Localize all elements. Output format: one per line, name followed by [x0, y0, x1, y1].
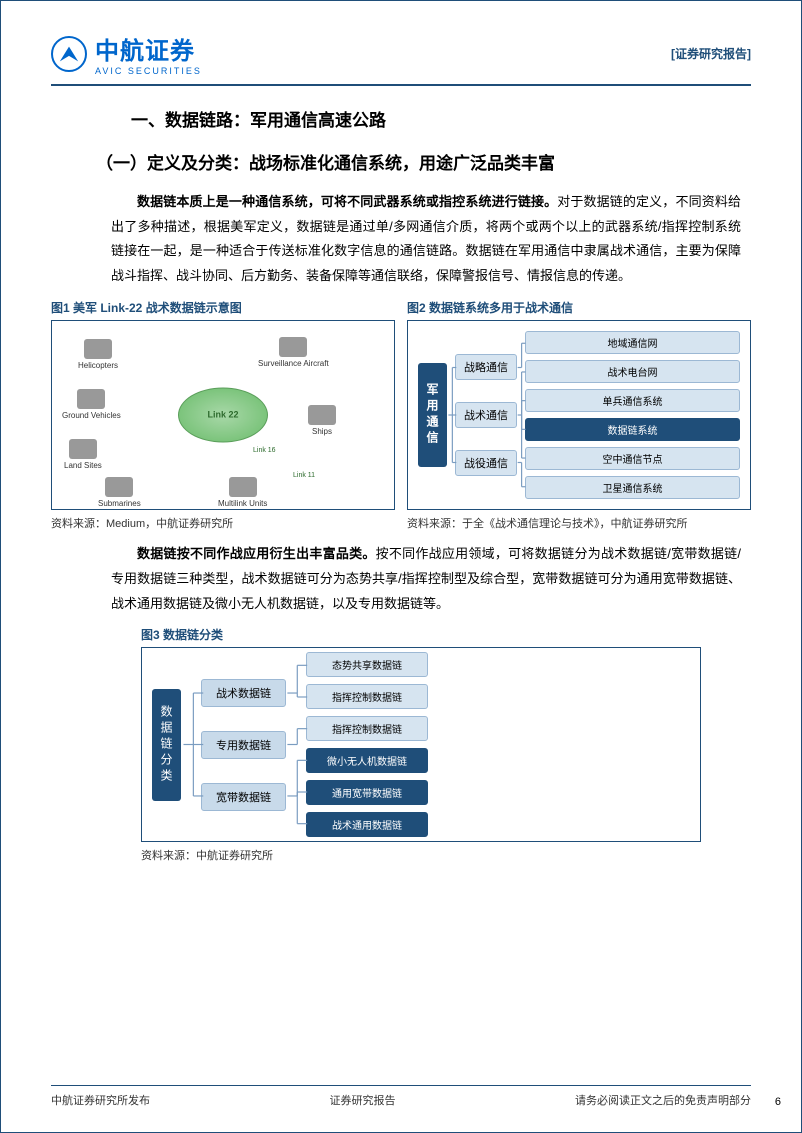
logo-block: 中航证券 AVIC SECURITIES	[51, 31, 202, 76]
fig3-leaf-node: 指挥控制数据链	[306, 716, 428, 741]
fig2-leaf-node: 卫星通信系统	[525, 476, 740, 499]
footer-mid: 证券研究报告	[330, 1092, 396, 1108]
footer-left: 中航证券研究所发布	[51, 1092, 150, 1108]
fig2-leaf-node: 数据链系统	[525, 418, 740, 441]
page-footer: 中航证券研究所发布 证券研究报告 请务必阅读正文之后的免责声明部分	[51, 1085, 751, 1108]
fig3-mid-node: 战术数据链	[201, 679, 286, 707]
fig1-unit: Surveillance Aircraft	[258, 337, 329, 368]
heading-2: （一）定义及分类：战场标准化通信系统，用途广泛品类丰富	[96, 149, 751, 174]
fig1-sublabel: Link 11	[293, 472, 315, 479]
header-label: [证券研究报告]	[671, 45, 751, 62]
para1-bold: 数据链本质上是一种通信系统，可将不同武器系统或指控系统进行链接。	[137, 194, 557, 209]
fig2-leaf-node: 空中通信节点	[525, 447, 740, 470]
fig1-unit: Ground Vehicles	[62, 389, 121, 420]
fig2-mid-node: 战术通信	[455, 402, 517, 428]
fig3-mid-node: 专用数据链	[201, 731, 286, 759]
fig2-mid-node: 战役通信	[455, 450, 517, 476]
fig1-unit: Helicopters	[78, 339, 118, 370]
fig3-leaf-node: 通用宽带数据链	[306, 780, 428, 805]
fig1-box: Link 22 Helicopters Surveillance Aircraft…	[51, 320, 395, 510]
fig2-leaf-node: 战术电台网	[525, 360, 740, 383]
fig2-box: 军用通信 战略通信战术通信战役通信 地域通信网战术电台网单兵通信系统数据链系统空…	[407, 320, 751, 510]
logo-en: AVIC SECURITIES	[95, 66, 202, 76]
figure-2: 图2 数据链系统多用于战术通信 军用通信 战略通信战术通信战役通信 地域通信网战…	[407, 299, 751, 533]
fig3-root: 数据链分类	[152, 689, 181, 801]
logo-cn: 中航证券	[95, 31, 202, 66]
paragraph-2: 数据链按不同作战应用衍生出丰富品类。按不同作战应用领域，可将数据链分为战术数据链…	[111, 542, 741, 616]
fig1-center: Link 22	[178, 387, 268, 442]
fig3-leaf-node: 指挥控制数据链	[306, 684, 428, 709]
fig3-leaf-node: 战术通用数据链	[306, 812, 428, 837]
fig1-source: 资料来源：Medium，中航证券研究所	[51, 516, 395, 533]
fig3-leaf-node: 微小无人机数据链	[306, 748, 428, 773]
fig3-leaf-node: 态势共享数据链	[306, 652, 428, 677]
fig3-source: 资料来源：中航证券研究所	[141, 848, 751, 865]
figure-row-1: 图1 美军 Link-22 战术数据链示意图 Link 22 Helicopte…	[51, 299, 751, 533]
heading-1: 一、数据链路：军用通信高速公路	[131, 106, 751, 131]
fig1-sublabel: Link 16	[253, 447, 276, 454]
paragraph-1: 数据链本质上是一种通信系统，可将不同武器系统或指控系统进行链接。对于数据链的定义…	[111, 190, 741, 289]
para2-bold: 数据链按不同作战应用衍生出丰富品类。	[137, 546, 376, 561]
fig1-unit: Ships	[308, 405, 336, 436]
fig2-root: 军用通信	[418, 363, 447, 467]
fig1-unit: Multilink Units	[218, 477, 267, 508]
fig2-mid-node: 战略通信	[455, 354, 517, 380]
fig2-leaf-node: 地域通信网	[525, 331, 740, 354]
fig2-title: 图2 数据链系统多用于战术通信	[407, 299, 751, 316]
fig1-title: 图1 美军 Link-22 战术数据链示意图	[51, 299, 395, 316]
fig1-unit: Submarines	[98, 477, 141, 508]
footer-right: 请务必阅读正文之后的免责声明部分	[575, 1092, 751, 1108]
fig1-unit: Land Sites	[64, 439, 102, 470]
page-header: 中航证券 AVIC SECURITIES [证券研究报告]	[51, 31, 751, 86]
fig2-source: 资料来源：于全《战术通信理论与技术》，中航证券研究所	[407, 516, 751, 533]
fig3-mid-node: 宽带数据链	[201, 783, 286, 811]
figure-1: 图1 美军 Link-22 战术数据链示意图 Link 22 Helicopte…	[51, 299, 395, 533]
figure-3: 图3 数据链分类 数据链分类 战术数据链专用数据链宽带数据链 态势共享数据链指挥…	[141, 626, 751, 865]
logo-icon	[51, 36, 87, 72]
page-number: 6	[775, 1096, 781, 1108]
fig2-leaf-node: 单兵通信系统	[525, 389, 740, 412]
fig3-title: 图3 数据链分类	[141, 626, 751, 643]
fig3-box: 数据链分类 战术数据链专用数据链宽带数据链 态势共享数据链指挥控制数据链指挥控制…	[141, 647, 701, 842]
